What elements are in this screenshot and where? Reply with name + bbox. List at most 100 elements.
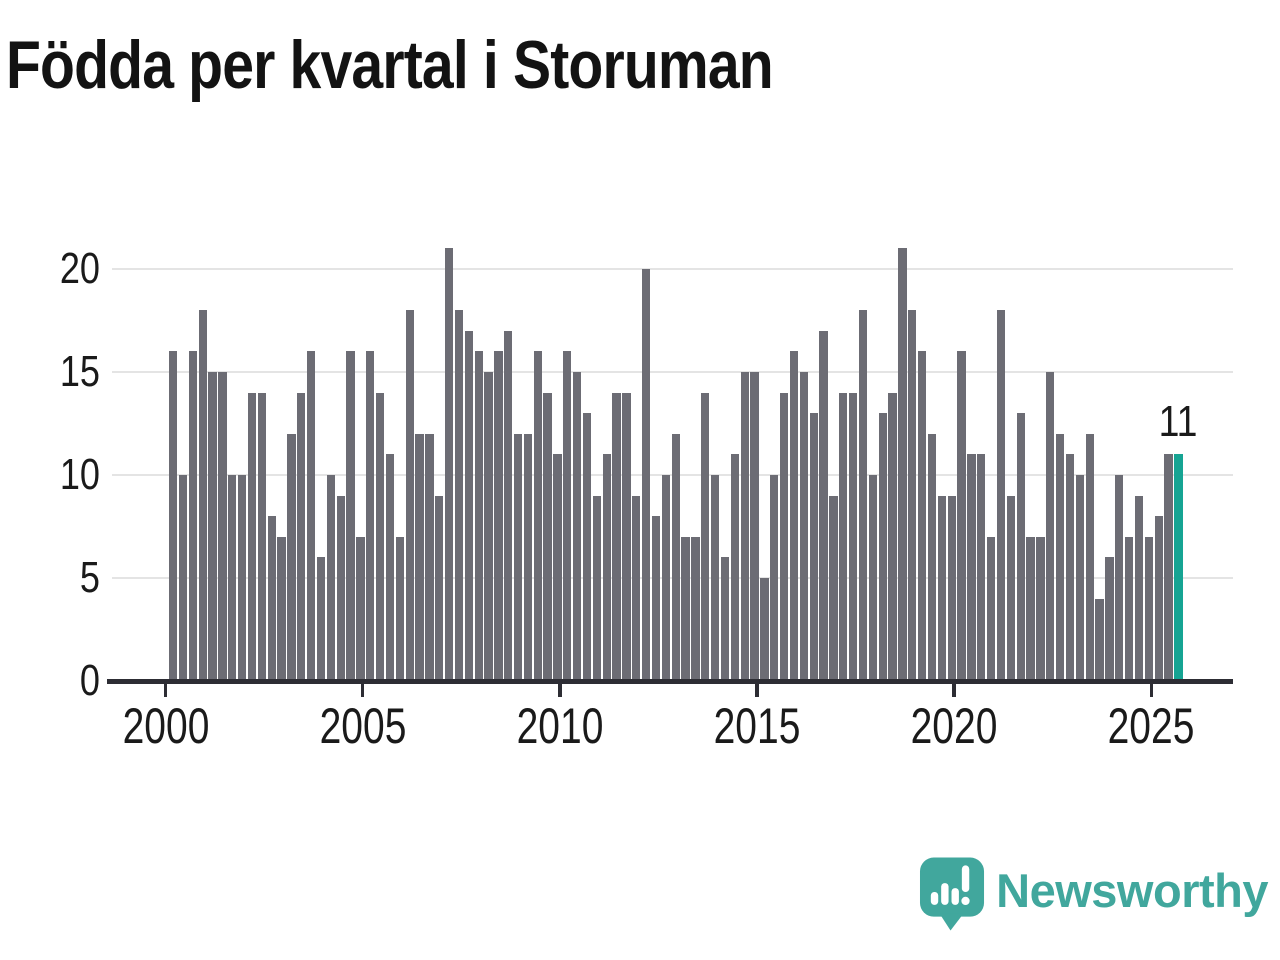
gridline [112,371,1233,373]
bar [1065,454,1075,681]
x-axis-tick [360,684,365,697]
bar [642,269,651,681]
bar [1075,475,1084,681]
bar [316,557,326,681]
bar [780,392,789,681]
bar [750,372,759,681]
bar [612,392,621,681]
x-axis-tick [1149,684,1154,697]
bar [228,475,237,681]
chart-title: Födda per kvartal i Storuman [6,27,774,103]
bar [425,433,434,681]
bar [385,454,395,681]
y-axis-tick-label: 20 [59,244,100,293]
bar [1006,495,1015,681]
newsworthy-logo: Newsworthy [919,856,1268,932]
bar [898,248,907,681]
bar [848,392,858,681]
bar-highlighted [1174,454,1183,681]
bar [720,557,730,681]
last-value-annotation: 11 [1158,397,1198,446]
newsworthy-logo-text: Newsworthy [996,863,1268,917]
bar [1134,495,1144,681]
bar [287,433,296,681]
bar [277,536,286,681]
x-axis-tick-label: 2005 [319,698,407,754]
bar [346,351,355,681]
bar [799,372,809,681]
bar [760,578,769,681]
bar [927,433,937,681]
bar [306,351,316,681]
bar [494,351,503,681]
bar [740,372,749,681]
bar [257,392,266,681]
bar [533,351,542,681]
bar [1105,557,1114,681]
bar [661,475,671,681]
bar [651,516,661,681]
bar [1046,372,1055,681]
bar [208,372,217,681]
x-axis-tick-label: 2020 [910,698,998,754]
bar [1016,413,1025,681]
bar [198,310,207,681]
bar [967,454,976,681]
bar [730,454,740,681]
bar [1144,536,1153,681]
bar [375,392,385,681]
bar [681,536,690,681]
x-axis-tick-label: 2010 [516,698,604,754]
bar [336,495,345,681]
x-axis-tick-label: 2015 [713,698,801,754]
x-axis-tick-label: 2025 [1107,698,1195,754]
bar [405,310,414,681]
bar [671,433,680,681]
bar [986,536,996,681]
bar [188,351,197,681]
bar [789,351,799,681]
bar [218,372,227,681]
bar [770,475,779,681]
bar [602,454,611,681]
bar [1095,598,1104,681]
y-axis-tick-label: 0 [79,656,100,705]
bar [1124,536,1134,681]
bar [366,351,375,681]
bar [622,392,631,681]
bar [1154,516,1163,681]
newsworthy-logo-icon [920,857,985,931]
bar [415,433,424,681]
bar [908,310,917,681]
bar [711,475,720,681]
bar [829,495,838,681]
bar [573,372,582,681]
x-axis-tick [558,684,562,697]
bar [395,536,404,681]
bar [237,475,247,681]
x-axis-tick [952,684,956,697]
bar [543,392,552,681]
bar [632,495,641,681]
y-axis-tick-label: 10 [59,450,100,499]
bar [957,351,966,681]
bar [839,392,848,681]
x-axis-line [107,679,1233,684]
bar [977,454,986,681]
x-axis-tick [755,684,759,697]
bar [917,351,927,681]
bar [1026,536,1035,681]
bar [553,454,562,681]
bar [326,475,335,681]
bar [178,475,188,681]
bar [454,310,464,681]
bar [1164,454,1173,681]
bar [1115,475,1124,681]
bar [1085,433,1094,681]
bar [523,433,533,681]
bar [356,536,365,681]
bar [937,495,946,681]
bar [878,413,887,681]
bar [563,351,572,681]
